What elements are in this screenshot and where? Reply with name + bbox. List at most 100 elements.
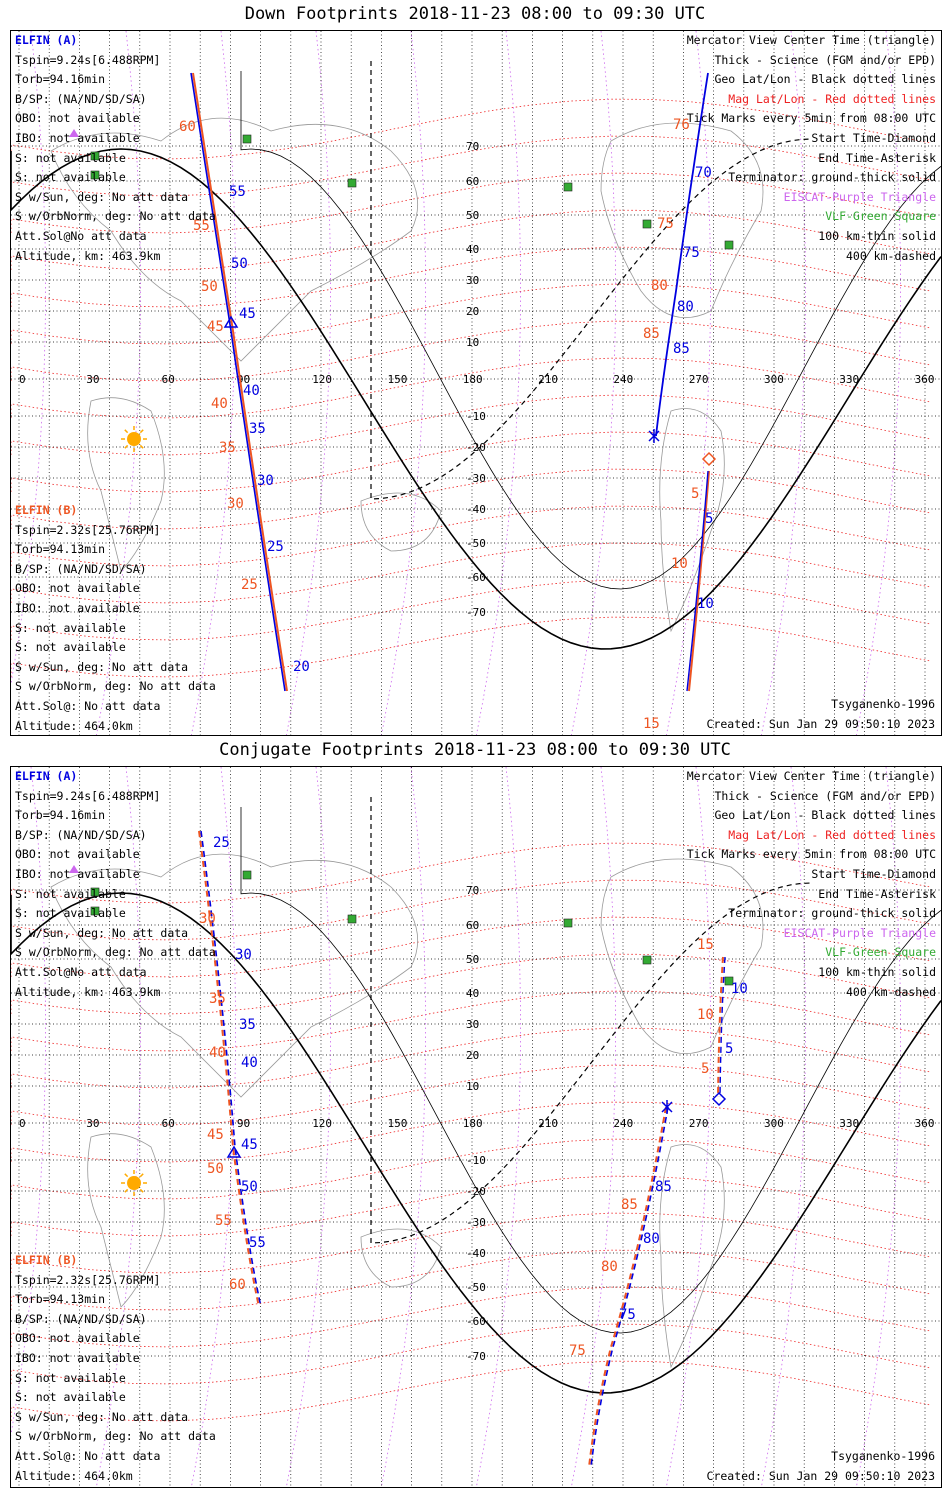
track-b-label: 55 (215, 1213, 232, 1229)
vlf-station-marker (724, 976, 734, 986)
legend-line: VLF-Green Square (825, 945, 936, 960)
elfin-b-info-line: Torb=94.13min (15, 1292, 106, 1307)
lon-tick-label: 240 (613, 373, 633, 386)
mag-lat-line (11, 1212, 932, 1274)
elfin-b-info-line: OBO: not available (15, 581, 140, 596)
elfin-b-info-line: IBO: not available (15, 1350, 140, 1365)
mag-lon-line (760, 31, 806, 735)
legend-line: Terminator: ground-thick solid (728, 170, 936, 185)
elfin-a-header: ELFIN (A) (15, 33, 78, 47)
lon-tick-label: 0 (19, 373, 26, 386)
lat-tick-label: 70 (466, 140, 479, 153)
terminator-line (11, 892, 941, 1394)
coastline (360, 492, 442, 552)
track-b-label: 80 (651, 278, 668, 294)
created-label: Created: Sun Jan 29 09:50:10 2023 (706, 717, 935, 731)
track-b-label: 85 (643, 326, 660, 342)
track-b-label: 40 (209, 1045, 226, 1061)
mag-lat-line (11, 616, 932, 678)
mag-lat-line (11, 246, 932, 308)
track-a-label: 35 (249, 421, 266, 437)
legend-line: Mercator View Center Time (triangle) (686, 769, 936, 783)
legend-line: 400 km-dashed (845, 984, 936, 999)
mag-lat-line (11, 579, 932, 641)
track-b-label: 45 (207, 1127, 224, 1143)
mag-lat-line (11, 135, 932, 197)
elfin-a-info-line: Torb=94.16min (15, 808, 106, 823)
lon-tick-label: 210 (538, 1117, 558, 1130)
mag-lon-line (95, 767, 141, 1487)
lat-tick-label: -60 (466, 1315, 486, 1328)
legend-line: Mercator View Center Time (triangle) (686, 33, 936, 47)
lon-tick-label: 150 (388, 1117, 408, 1130)
map-canvas: 70 60 50 40 30 20 10 -10 -20 -30 -40 -50 -60 -70 0 30 60… (11, 767, 941, 1487)
elfin-a-info-line: OBO: not available (15, 111, 140, 126)
panel-title-conjugate: Conjugate Footprints 2018-11-23 08:00 to… (219, 740, 731, 760)
mag-lat-line (11, 172, 932, 234)
mag-lat-line (11, 394, 932, 456)
lat-tick-label: 50 (466, 209, 479, 222)
elfin-a-track-east2 (686, 470, 709, 692)
lat-tick-label: -20 (466, 1185, 486, 1198)
track-a-label: 75 (619, 1307, 636, 1323)
elfin-a-info-line: S: not available (15, 150, 126, 165)
track-a-label: 40 (243, 383, 260, 399)
legend-line: Start Time-Diamond (811, 866, 936, 881)
lon-tick-label: 120 (312, 1117, 332, 1130)
vlf-station-marker (642, 955, 652, 965)
elfin-a-track-east2 (719, 956, 726, 1098)
elfin-b-info-line: Att.Sol@: No att data (15, 1448, 161, 1463)
elfin-b-info: ELFIN (B) Tspin=2.32s[25.76RPM] Torb=94.1… (15, 1251, 216, 1486)
elfin-b-info-line: S w/OrbNorm, deg: No att data (15, 1429, 216, 1444)
lat-tick-label: -70 (466, 606, 486, 619)
mag-lon-line (665, 767, 711, 1487)
mag-lat-line (11, 1138, 932, 1200)
track-a-label: 25 (213, 835, 230, 851)
lat-tick-label: 50 (466, 953, 479, 966)
legend-line: VLF-Green Square (825, 209, 936, 224)
sun-ray (124, 444, 129, 449)
lat-tick-label: -40 (466, 1247, 486, 1260)
mag-lon-line (11, 767, 46, 1437)
elfin-b-info-line: Torb=94.13min (15, 542, 106, 557)
mag-lat-line (11, 283, 932, 345)
view-center-triangle (226, 1145, 242, 1158)
track-b-label: 10 (671, 556, 688, 572)
track-a-label: 10 (697, 596, 714, 612)
lat-tick-label: -40 (466, 503, 486, 516)
track-b-label: 60 (179, 119, 196, 135)
lat-tick-label: -50 (466, 1281, 486, 1294)
track-b-label: 10 (697, 1007, 714, 1023)
track-a-label: 45 (239, 306, 256, 322)
mag-lat-line (11, 542, 932, 604)
elfin-b-info-line: S w/Sun, deg: No att data (15, 1409, 189, 1424)
coastline (360, 1228, 442, 1288)
elfin-b-info-line: S: not available (15, 1370, 126, 1385)
lon-tick-label: 270 (689, 1117, 709, 1130)
legend: Mercator View Center Time (triangle) Thic… (687, 31, 936, 266)
panel-title-down: Down Footprints 2018-11-23 08:00 to 09:3… (244, 4, 706, 24)
lon-tick-label: 180 (463, 1117, 483, 1130)
elfin-b-info-line: Altitude: 464.0km (15, 718, 133, 733)
elfin-a-info-line: Att.Sol@No att data (15, 964, 147, 979)
start-diamond (701, 451, 717, 467)
elfin-a-info-line: Altitude, km: 463.9km (15, 984, 161, 999)
legend-line: Geo Lat/Lon - Black dotted lines (714, 72, 936, 87)
legend-line: Tick Marks every 5min from 08:00 UTC (686, 847, 936, 862)
track-a-label: 45 (241, 1137, 258, 1153)
elfin-b-track (198, 830, 260, 1308)
legend-line: Thick - Science (FGM and/or EPD) (714, 52, 936, 67)
mag-lon-line (95, 31, 141, 735)
lat-tick-label: -20 (466, 441, 486, 454)
elfin-a-info-line: Tspin=9.24s[6.488RPM] (15, 788, 161, 803)
lon-tick-label: 120 (312, 373, 332, 386)
elfin-b-track-east (688, 470, 710, 692)
coastline (87, 1133, 165, 1308)
sun-ray (139, 1173, 144, 1178)
legend-line: EISCAT-Purple Triangle (783, 925, 936, 940)
track-a-label: 75 (683, 245, 700, 261)
elfin-b-info: ELFIN (B) Tspin=2.32s[25.76RPM] Torb=94.1… (15, 501, 216, 735)
legend-line: End Time-Asterisk (818, 886, 936, 901)
track-a-label: 30 (235, 947, 252, 963)
mag-lat-line (11, 1027, 932, 1089)
